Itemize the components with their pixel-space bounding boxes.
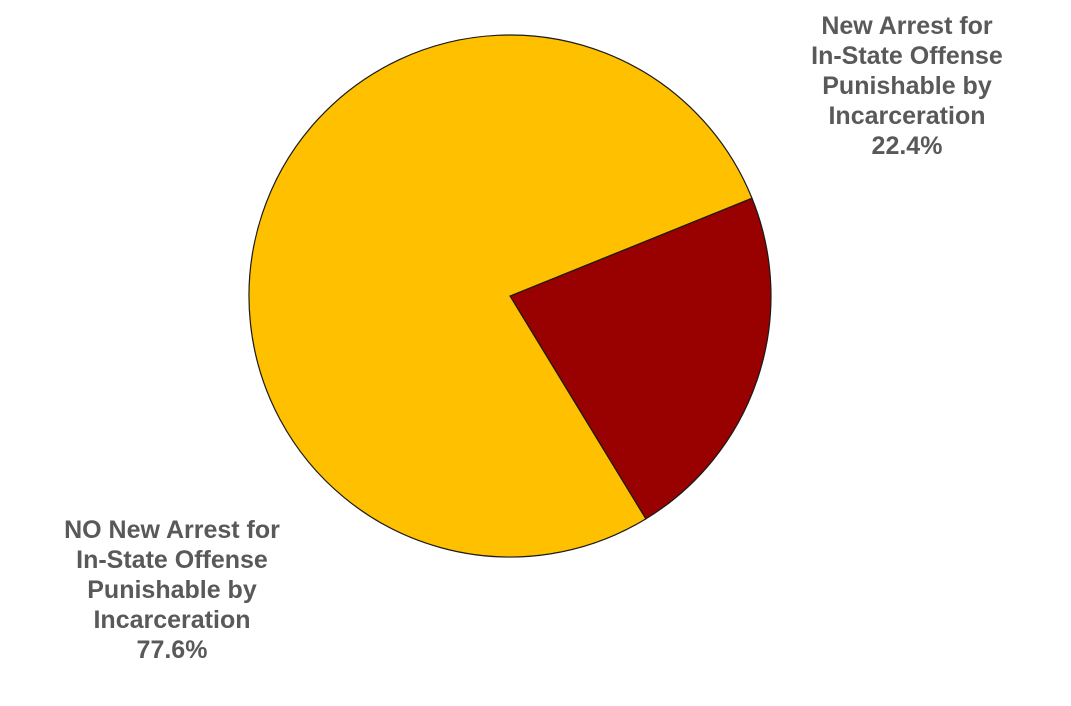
pie-label-1: NO New Arrest for In-State Offense Punisha…: [64, 516, 280, 664]
pie-slices: [248, 34, 772, 558]
pie-label-line: In-State Offense: [811, 42, 1003, 70]
pie-label-line: Punishable by: [822, 72, 992, 100]
pie-label-line: Incarceration: [93, 606, 250, 634]
pie-labels: New Arrest for In-State Offense Punishable…: [64, 12, 1003, 664]
pie-label-line: Incarceration: [828, 102, 985, 130]
pie-label-line: Punishable by: [87, 576, 257, 604]
pie-label-line: NO New Arrest for: [64, 516, 280, 544]
pie-label-0: New Arrest for In-State Offense Punishable…: [811, 12, 1003, 160]
pie-value-label-1: 77.6%: [137, 636, 208, 664]
pie-label-line: New Arrest for: [821, 12, 993, 40]
pie-label-line: In-State Offense: [76, 546, 268, 574]
pie-slice-0: [509, 197, 772, 520]
pie-slice-1: [248, 34, 753, 558]
pie-value-label-0: 22.4%: [872, 132, 943, 160]
